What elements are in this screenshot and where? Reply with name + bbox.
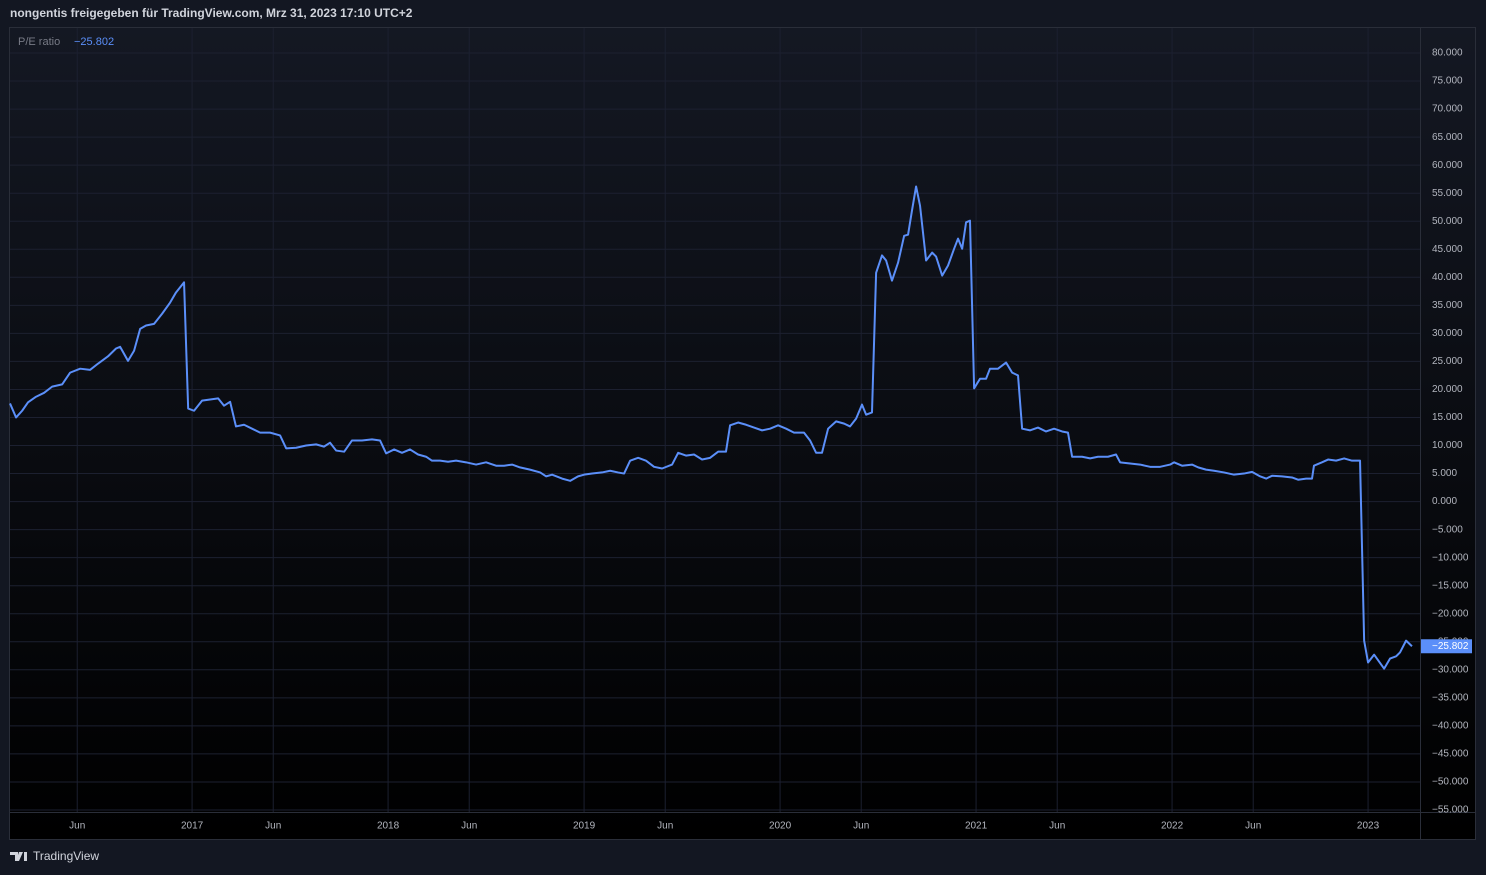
share-header: nongentis freigegeben für TradingView.co… <box>10 6 413 20</box>
y-tick-label: 50.000 <box>1432 216 1463 227</box>
x-tick-label: 2017 <box>181 821 204 832</box>
last-value-tag <box>1421 639 1472 654</box>
y-tick-label: −40.000 <box>1432 721 1469 732</box>
y-tick-label: −20.000 <box>1432 608 1469 619</box>
y-tick-label: 55.000 <box>1432 188 1463 199</box>
y-tick-label: 25.000 <box>1432 356 1463 367</box>
x-tick-label: Jun <box>265 821 281 832</box>
y-tick-label: −10.000 <box>1432 552 1469 563</box>
x-tick-label: 2022 <box>1161 821 1184 832</box>
line-series <box>9 185 1413 670</box>
x-tick-label: 2019 <box>573 821 596 832</box>
y-tick-label: −55.000 <box>1432 805 1469 816</box>
y-tick-label: 20.000 <box>1432 384 1463 395</box>
y-tick-label: 65.000 <box>1432 132 1463 143</box>
x-tick-label: Jun <box>657 821 673 832</box>
y-tick-label: 0.000 <box>1432 496 1457 507</box>
y-tick-label: 30.000 <box>1432 328 1463 339</box>
y-tick-label: 60.000 <box>1432 160 1463 171</box>
x-tick-label: Jun <box>1245 821 1261 832</box>
x-tick-label: Jun <box>1049 821 1065 832</box>
y-tick-label: 80.000 <box>1432 48 1463 59</box>
x-tick-label: Jun <box>69 821 85 832</box>
x-tick-label: 2023 <box>1357 821 1380 832</box>
y-tick-label: 10.000 <box>1432 440 1463 451</box>
y-tick-label: 15.000 <box>1432 412 1463 423</box>
x-tick-label: Jun <box>461 821 477 832</box>
y-tick-label: −50.000 <box>1432 777 1469 788</box>
y-tick-label: 5.000 <box>1432 468 1457 479</box>
legend-value: −25.802 <box>74 36 114 48</box>
y-tick-label: −5.000 <box>1432 524 1463 535</box>
x-tick-label: 2021 <box>965 821 988 832</box>
y-tick-label: −45.000 <box>1432 749 1469 760</box>
y-tick-label: 35.000 <box>1432 300 1463 311</box>
x-tick-label: 2018 <box>377 821 400 832</box>
y-tick-label: −30.000 <box>1432 664 1469 675</box>
last-value-label: −25.802 <box>1432 641 1469 652</box>
legend-name: P/E ratio <box>18 36 60 48</box>
y-tick-label: 70.000 <box>1432 104 1463 115</box>
chart-frame <box>9 27 1476 840</box>
y-tick-label: −35.000 <box>1432 692 1469 703</box>
x-tick-label: Jun <box>853 821 869 832</box>
y-tick-label: 40.000 <box>1432 272 1463 283</box>
y-tick-label: −15.000 <box>1432 580 1469 591</box>
tradingview-logo <box>10 852 27 861</box>
y-tick-label: 75.000 <box>1432 76 1463 87</box>
x-tick-label: 2020 <box>769 821 792 832</box>
y-tick-label: 45.000 <box>1432 244 1463 255</box>
footer-brand: TradingView <box>33 849 99 863</box>
